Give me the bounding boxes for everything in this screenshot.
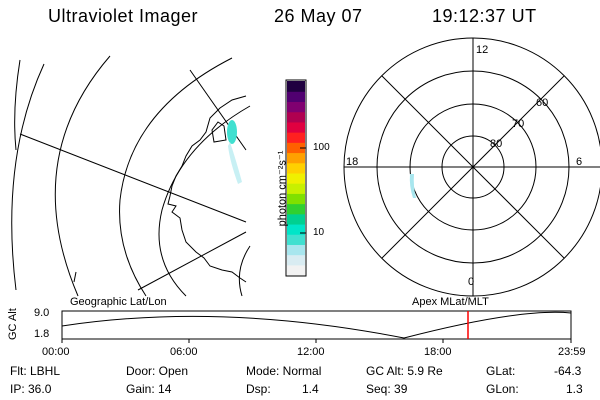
map-aurora-tail <box>228 142 242 184</box>
polar-plot <box>343 37 600 297</box>
polar-label-70: 70 <box>512 118 525 130</box>
orbit-altitude-curve <box>61 311 572 339</box>
date-label: 26 May 07 <box>274 6 363 26</box>
info-filter: Flt: LBHL <box>10 364 61 378</box>
time-label: 19:12:37 UT <box>432 6 537 26</box>
colorbar-band <box>287 152 305 164</box>
instrument-title: Ultraviolet Imager <box>48 6 199 26</box>
coastline-island <box>211 121 227 143</box>
colorbar-label-100: 100 <box>313 142 330 153</box>
map-aurora-core <box>227 120 237 144</box>
lat-arc-4 <box>119 57 233 297</box>
info-seq: Seq: 39 <box>366 382 408 396</box>
polar-label-12: 12 <box>476 44 489 56</box>
colorbar-band <box>287 121 305 133</box>
info-dsp-label: Dsp: <box>246 382 271 396</box>
info-mode: Mode: Normal <box>246 364 322 378</box>
lat-arc-1 <box>14 59 21 151</box>
colorbar-frame <box>285 79 307 277</box>
colorbar-band <box>287 244 305 256</box>
colorbar-band <box>287 81 305 92</box>
colorbar-band <box>287 193 305 205</box>
info-glat-value: -64.3 <box>554 364 582 378</box>
colorbar-unit-label: photon cm⁻²s⁻¹ <box>276 150 289 227</box>
colorbar-band <box>287 91 305 103</box>
colorbar-band <box>287 101 305 113</box>
info-ip: IP: 36.0 <box>10 382 52 396</box>
colorbar-band <box>287 234 305 245</box>
meridian-3 <box>137 231 247 291</box>
orbit-ytick-9: 9.0 <box>34 307 50 319</box>
orbit-xlabel-0: 00:00 <box>42 346 70 358</box>
colorbar-band <box>287 203 305 215</box>
polar-label-80: 80 <box>490 138 503 150</box>
lat-arc-3 <box>54 55 111 297</box>
orbit-xlabel-6: 06:00 <box>170 346 198 358</box>
coastline-fragment <box>73 271 77 283</box>
info-gain: Gain: 14 <box>126 382 172 396</box>
polar-diagonal-2 <box>381 75 565 259</box>
info-door: Door: Open <box>126 364 189 378</box>
colorbar-band <box>287 223 305 235</box>
info-dsp-value: 1.4 <box>302 382 319 396</box>
geographic-map <box>11 55 251 297</box>
polar-label-60: 60 <box>536 97 549 109</box>
apex-label: Apex MLat/MLT <box>412 296 489 308</box>
colorbar-band <box>287 183 305 194</box>
orbit-xlabel-18: 18:00 <box>424 346 452 358</box>
colorbar <box>285 79 307 277</box>
colorbar-band <box>287 142 305 154</box>
polar-label-6: 6 <box>576 156 583 168</box>
orbit-ytick-1-8: 1.8 <box>34 328 50 340</box>
colorbar-band <box>287 111 305 123</box>
colorbar-band <box>287 132 305 143</box>
orbit-xlabel-24: 23:59 <box>558 346 586 358</box>
colorbar-label-10: 10 <box>313 227 325 238</box>
lat-arc-2 <box>11 63 45 291</box>
polar-aurora <box>409 174 416 198</box>
polar-label-0: 0 <box>468 276 475 288</box>
colorbar-band <box>287 264 305 276</box>
polar-label-18: 18 <box>346 156 359 168</box>
info-glon-value: 1.3 <box>566 382 583 396</box>
colorbar-band <box>287 162 305 174</box>
colorbar-band <box>287 172 305 184</box>
lat-arc-5 <box>158 105 251 297</box>
geographic-label: Geographic Lat/Lon <box>70 296 167 308</box>
info-glon-label: GLon: <box>486 382 519 396</box>
meridian-1 <box>19 133 247 223</box>
info-glat-label: GLat: <box>486 364 516 378</box>
orbit-xlabel-12: 12:00 <box>297 346 325 358</box>
orbit-plot <box>61 310 572 343</box>
info-gc-alt: GC Alt: 5.9 Re <box>366 364 443 378</box>
colorbar-band <box>287 213 305 225</box>
lat-arc-6 <box>238 245 251 297</box>
coastline <box>167 95 247 283</box>
colorbar-band <box>287 254 305 266</box>
orbit-plot-frame <box>61 310 572 340</box>
orbit-ylabel: GC Alt <box>7 308 19 340</box>
